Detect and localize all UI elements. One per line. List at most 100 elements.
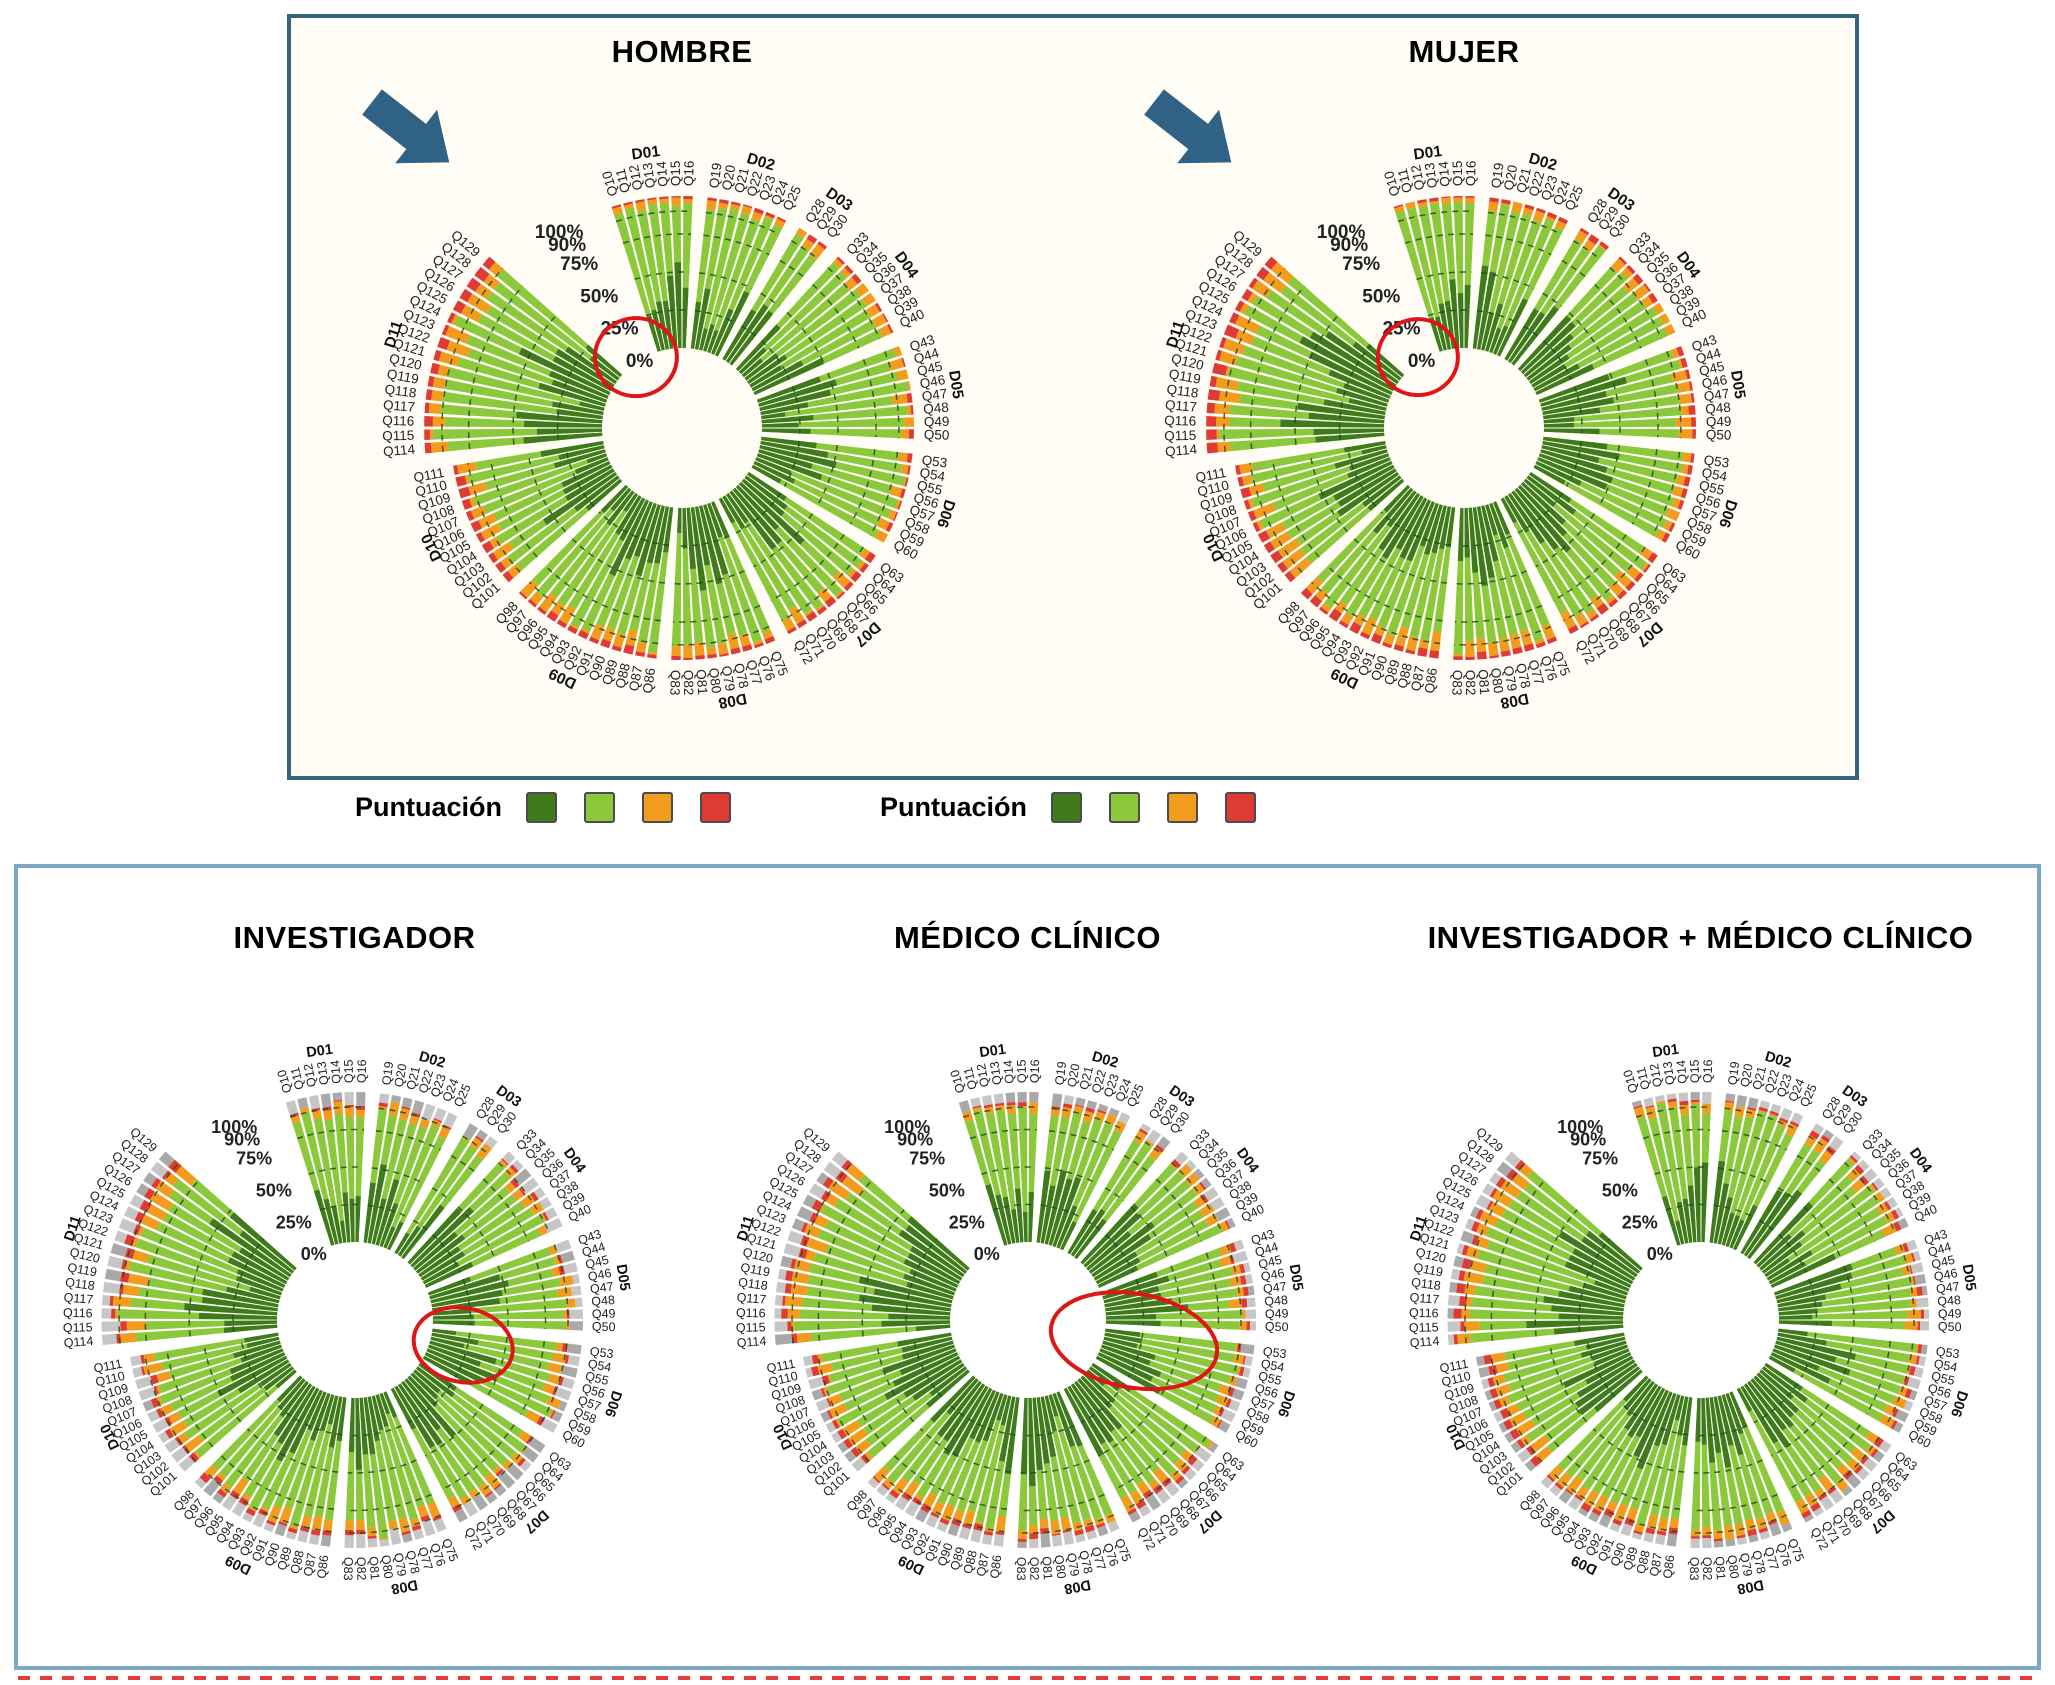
svg-text:D01: D01 — [1651, 1042, 1679, 1061]
svg-text:Q49: Q49 — [591, 1307, 615, 1322]
svg-text:Q21: Q21 — [731, 166, 752, 194]
svg-text:Q44: Q44 — [1253, 1240, 1280, 1260]
svg-text:Q111: Q111 — [765, 1357, 796, 1376]
svg-text:0%: 0% — [1646, 1244, 1672, 1264]
svg-text:Q86: Q86 — [314, 1554, 331, 1579]
svg-text:Q81: Q81 — [366, 1556, 382, 1581]
svg-text:Q116: Q116 — [62, 1306, 92, 1321]
chart-column-hombre: HOMBRE 0% 25% 50% 75% 90% 100% Q10 Q11 Q12 Q13 Q14… — [291, 18, 1073, 776]
svg-text:Q89: Q89 — [274, 1545, 294, 1572]
svg-text:Q11: Q11 — [613, 167, 633, 194]
svg-text:D06: D06 — [600, 1389, 623, 1419]
svg-text:Q82: Q82 — [1699, 1557, 1714, 1581]
svg-text:Q77: Q77 — [1761, 1545, 1781, 1572]
legend-swatch-dark-green — [1051, 792, 1082, 823]
svg-text:Q22: Q22 — [744, 169, 766, 198]
svg-text:Q89: Q89 — [947, 1545, 967, 1572]
svg-text:Q56: Q56 — [580, 1381, 607, 1401]
svg-text:Q53: Q53 — [921, 452, 948, 470]
svg-text:Q117: Q117 — [1164, 397, 1197, 414]
chart-column-investigador: INVESTIGADOR 0% 25% 50% 75% 90% 100% Q10 Q11 Q12… — [18, 868, 691, 1666]
svg-text:Q54: Q54 — [1259, 1357, 1285, 1375]
chart-title-medico-clinico: MÉDICO CLÍNICO — [893, 920, 1162, 955]
svg-text:Q15: Q15 — [668, 160, 684, 186]
svg-text:Q79: Q79 — [719, 665, 738, 693]
svg-text:Q115: Q115 — [1408, 1320, 1438, 1335]
svg-text:Q55: Q55 — [1697, 477, 1725, 498]
svg-text:Q111: Q111 — [1438, 1357, 1469, 1376]
svg-text:Q119: Q119 — [1412, 1260, 1444, 1279]
svg-text:Q114: Q114 — [736, 1334, 767, 1350]
svg-text:Q77: Q77 — [1525, 658, 1547, 687]
legend-row: Puntuación Puntuación — [287, 792, 1859, 836]
svg-text:Q16: Q16 — [354, 1059, 369, 1083]
svg-text:75%: 75% — [1342, 254, 1380, 275]
svg-text:Q45: Q45 — [1256, 1253, 1282, 1272]
svg-text:Q46: Q46 — [586, 1266, 612, 1284]
svg-text:100%: 100% — [1557, 1117, 1603, 1137]
svg-text:Q44: Q44 — [580, 1240, 607, 1260]
svg-text:Q13: Q13 — [314, 1061, 331, 1086]
svg-text:25%: 25% — [275, 1212, 311, 1232]
svg-text:Q19: Q19 — [1052, 1061, 1069, 1086]
svg-text:Q80: Q80 — [1488, 667, 1506, 694]
svg-text:Q87: Q87 — [1408, 665, 1427, 693]
svg-text:Q83: Q83 — [667, 670, 683, 696]
svg-text:Q22: Q22 — [1526, 169, 1548, 198]
svg-text:Q119: Q119 — [1168, 366, 1202, 387]
chart-title-mujer: MUJER — [1408, 34, 1520, 69]
svg-text:Q111: Q111 — [412, 465, 445, 485]
svg-text:Q78: Q78 — [403, 1549, 422, 1575]
svg-text:Q19: Q19 — [1488, 162, 1506, 189]
svg-text:100%: 100% — [535, 222, 584, 243]
svg-text:0%: 0% — [973, 1244, 999, 1264]
svg-text:D05: D05 — [612, 1263, 632, 1292]
blue-arrow-icon — [1135, 84, 1255, 189]
svg-text:D01: D01 — [305, 1042, 333, 1061]
svg-text:Q19: Q19 — [379, 1061, 396, 1086]
svg-text:Q80: Q80 — [1724, 1554, 1741, 1579]
svg-text:Q56: Q56 — [1694, 490, 1723, 512]
svg-text:D01: D01 — [1413, 143, 1444, 164]
svg-text:Q53: Q53 — [1935, 1344, 1960, 1361]
legend-label: Puntuación — [880, 792, 1027, 822]
svg-text:Q20: Q20 — [1064, 1063, 1082, 1089]
svg-text:Q49: Q49 — [1706, 414, 1732, 430]
svg-text:Q116: Q116 — [1164, 413, 1196, 429]
svg-text:Q21: Q21 — [1749, 1065, 1768, 1091]
svg-text:Q55: Q55 — [1929, 1369, 1955, 1388]
svg-text:Q79: Q79 — [1063, 1552, 1081, 1578]
svg-text:Q45: Q45 — [583, 1253, 609, 1272]
svg-text:Q86: Q86 — [1660, 1554, 1677, 1579]
red-ellipse-annotation — [411, 1305, 515, 1385]
svg-text:Q47: Q47 — [921, 386, 948, 404]
svg-text:Q16: Q16 — [681, 160, 697, 186]
svg-text:0%: 0% — [1408, 351, 1436, 372]
svg-text:Q83: Q83 — [340, 1557, 355, 1581]
svg-text:Q21: Q21 — [1076, 1065, 1095, 1091]
svg-text:D08: D08 — [1062, 1576, 1091, 1597]
svg-text:Q89: Q89 — [1620, 1545, 1640, 1572]
svg-text:Q50: Q50 — [591, 1320, 615, 1335]
svg-text:Q119: Q119 — [386, 366, 420, 387]
svg-text:0%: 0% — [300, 1244, 326, 1264]
svg-text:Q81: Q81 — [1475, 669, 1492, 696]
svg-text:Q46: Q46 — [1701, 372, 1729, 391]
svg-text:75%: 75% — [560, 254, 598, 275]
svg-text:Q80: Q80 — [1051, 1554, 1068, 1579]
svg-text:Q55: Q55 — [915, 477, 943, 498]
svg-text:Q16: Q16 — [1700, 1059, 1715, 1083]
svg-text:Q20: Q20 — [1501, 164, 1520, 192]
svg-text:Q80: Q80 — [378, 1554, 395, 1579]
svg-text:Q12: Q12 — [1646, 1062, 1664, 1088]
svg-text:Q110: Q110 — [414, 477, 449, 499]
svg-text:75%: 75% — [1582, 1149, 1618, 1169]
svg-text:Q14: Q14 — [654, 160, 671, 187]
svg-text:D01: D01 — [631, 143, 662, 164]
svg-text:Q78: Q78 — [1749, 1549, 1768, 1575]
svg-text:Q55: Q55 — [1256, 1369, 1282, 1388]
svg-text:50%: 50% — [928, 1181, 964, 1201]
svg-text:Q110: Q110 — [1196, 477, 1231, 499]
